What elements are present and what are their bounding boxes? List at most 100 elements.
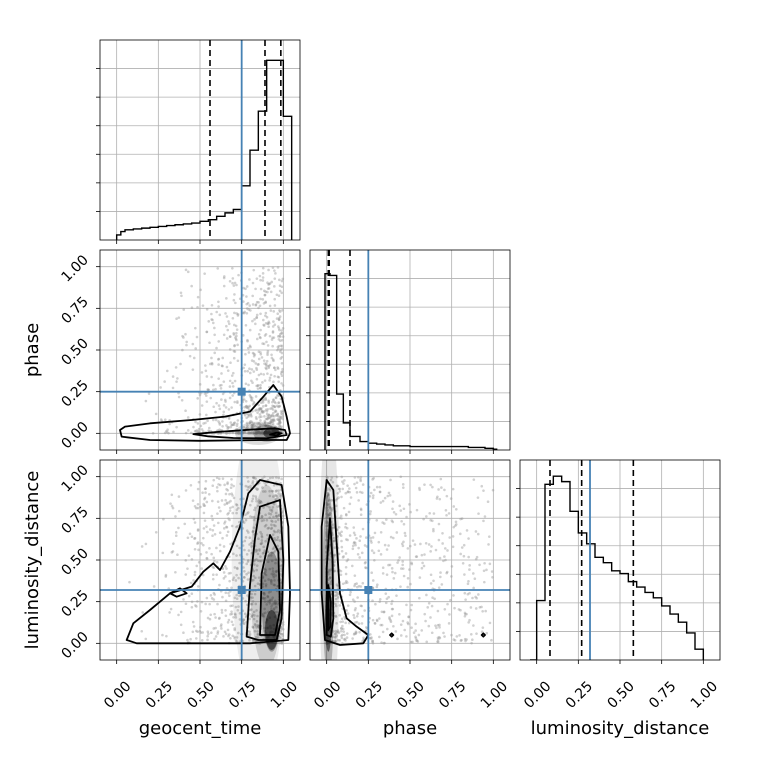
sample-point [267, 366, 271, 370]
sample-point [276, 418, 279, 421]
sample-point [273, 304, 277, 307]
sample-point [451, 535, 455, 538]
sample-point [225, 525, 228, 529]
sample-point [450, 575, 453, 578]
sample-point [212, 388, 215, 392]
sample-point [471, 596, 474, 600]
sample-point [167, 431, 170, 435]
sample-point [184, 489, 188, 492]
sample-point [379, 501, 383, 504]
sample-point [344, 552, 348, 555]
sample-point [396, 561, 399, 564]
sample-point [234, 431, 237, 434]
sample-point [263, 607, 266, 611]
sample-point [182, 336, 185, 339]
sample-point [371, 579, 375, 582]
sample-point [243, 430, 247, 434]
sample-point [183, 522, 187, 526]
sample-point [409, 640, 413, 644]
sample-point [177, 613, 180, 617]
sample-point [245, 529, 249, 532]
sample-point [452, 505, 456, 508]
sample-point [212, 627, 216, 630]
sample-point [328, 577, 332, 580]
sample-point [430, 631, 434, 635]
sample-point [341, 633, 344, 637]
sample-point [165, 634, 168, 638]
sample-point [277, 401, 281, 404]
sample-point [325, 538, 328, 542]
sample-point [251, 319, 254, 323]
sample-point [265, 412, 269, 416]
sample-point [254, 287, 257, 291]
sample-point [334, 629, 337, 633]
sample-point [281, 409, 285, 412]
sample-point [250, 592, 253, 596]
sample-point [279, 626, 283, 629]
sample-point [405, 635, 408, 638]
sample-point [276, 345, 280, 349]
sample-point [247, 346, 250, 350]
sample-point [279, 632, 283, 636]
sample-point [474, 557, 478, 561]
sample-point [278, 332, 282, 336]
sample-point [270, 353, 273, 357]
sample-point [276, 413, 279, 416]
sample-point [328, 511, 332, 515]
sample-point [261, 342, 264, 345]
sample-point [196, 295, 200, 299]
sample-point [249, 431, 253, 435]
sample-point [232, 423, 236, 426]
sample-point [389, 478, 392, 482]
sample-point [281, 309, 284, 312]
sample-point [224, 565, 227, 568]
sample-point [410, 603, 414, 607]
sample-point [277, 318, 281, 322]
sample-point [202, 502, 205, 506]
sample-point [331, 507, 335, 510]
sample-point [196, 422, 200, 425]
sample-point [272, 529, 276, 533]
sample-point [171, 386, 175, 390]
contour-line [119, 384, 291, 442]
sample-point [471, 638, 474, 642]
sample-point [226, 628, 230, 632]
sample-point [329, 506, 332, 510]
sample-point [236, 608, 240, 612]
sample-point [218, 384, 222, 387]
sample-point [269, 527, 273, 531]
sample-point [144, 399, 148, 403]
sample-point [363, 544, 367, 547]
sample-point [248, 344, 252, 348]
sample-point [338, 487, 342, 491]
sample-point [271, 495, 275, 498]
sample-point [204, 369, 208, 373]
sample-point [249, 596, 253, 599]
sample-point [252, 400, 256, 404]
sample-point [276, 266, 280, 269]
sample-point [244, 536, 248, 539]
sample-point [264, 584, 268, 588]
sample-point [222, 545, 226, 548]
sample-point [186, 416, 190, 419]
sample-point [262, 597, 265, 600]
sample-point [264, 523, 268, 527]
sample-point [238, 594, 241, 598]
sample-point [269, 415, 273, 418]
sample-point [329, 582, 333, 586]
sample-point [267, 282, 271, 286]
sample-point [259, 312, 262, 316]
sample-point [190, 558, 194, 561]
sample-point [281, 623, 285, 626]
sample-point [222, 635, 225, 638]
sample-point [259, 431, 263, 435]
sample-point [268, 476, 272, 480]
sample-point [380, 641, 383, 644]
sample-point [264, 483, 268, 487]
sample-point [196, 502, 200, 506]
sample-point [273, 410, 277, 414]
sample-point [220, 627, 223, 630]
sample-point [228, 348, 232, 351]
sample-point [363, 609, 366, 612]
sample-point [338, 531, 341, 535]
